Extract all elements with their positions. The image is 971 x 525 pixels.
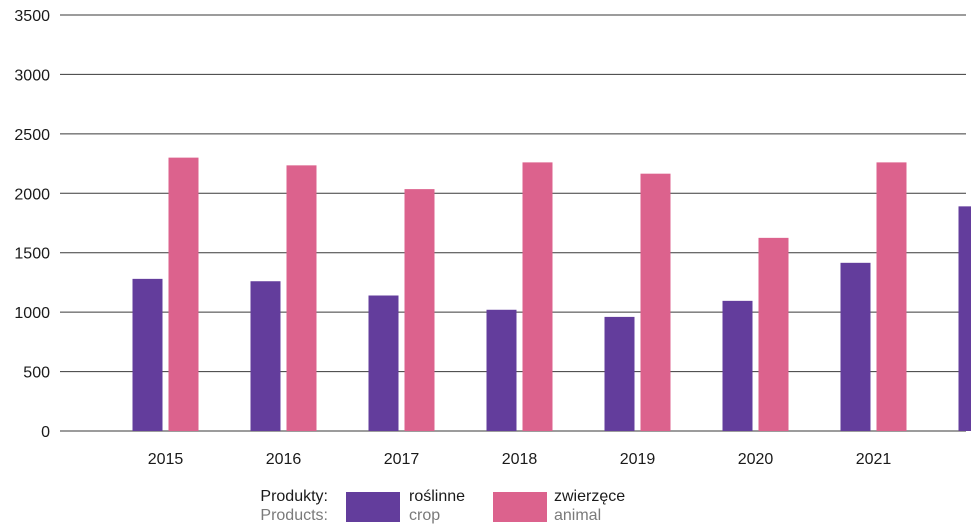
legend-title: Produkty: bbox=[260, 488, 328, 505]
bar-crop-2021 bbox=[840, 262, 871, 431]
legend-swatch-crop bbox=[346, 492, 400, 522]
bar-animal-2017 bbox=[404, 189, 435, 431]
x-tick-label: 2015 bbox=[148, 451, 184, 468]
x-tick-label: 2021 bbox=[856, 451, 892, 468]
legend: Produkty: Products: roślinne crop zwierz… bbox=[260, 488, 625, 524]
y-tick-label: 2000 bbox=[14, 186, 50, 203]
bar-animal-2021 bbox=[876, 162, 907, 431]
bar-crop-2022 bbox=[958, 206, 971, 431]
bar-crop-2017 bbox=[368, 295, 399, 431]
y-tick-label: 1500 bbox=[14, 246, 50, 263]
x-tick-label: 2018 bbox=[502, 451, 538, 468]
bar-animal-2020 bbox=[758, 237, 789, 431]
bars bbox=[132, 157, 971, 431]
legend-swatch-animal bbox=[493, 492, 547, 522]
legend-label-animal-en: animal bbox=[554, 507, 601, 524]
y-axis-ticks: 0 500 1000 1500 2000 2500 3000 3500 bbox=[14, 8, 50, 441]
x-tick-label: 2019 bbox=[620, 451, 656, 468]
bar-crop-2018 bbox=[486, 309, 517, 431]
bar-crop-2020 bbox=[722, 300, 753, 431]
y-tick-label: 1000 bbox=[14, 305, 50, 322]
x-tick-label: 2017 bbox=[384, 451, 420, 468]
bar-animal-2019 bbox=[640, 173, 671, 431]
bar-crop-2016 bbox=[250, 281, 281, 431]
legend-label-crop: roślinne bbox=[409, 488, 465, 505]
x-axis-ticks: 20152016201720182019202020212022 bbox=[148, 451, 892, 468]
bar-animal-2015 bbox=[168, 157, 199, 431]
bar-crop-2019 bbox=[604, 316, 635, 431]
bar-crop-2015 bbox=[132, 278, 163, 431]
legend-label-crop-en: crop bbox=[409, 507, 440, 524]
legend-label-animal: zwierzęce bbox=[554, 488, 625, 505]
x-tick-label: 2020 bbox=[738, 451, 774, 468]
y-tick-label: 3000 bbox=[14, 67, 50, 84]
bar-animal-2016 bbox=[286, 165, 317, 431]
y-tick-label: 2500 bbox=[14, 127, 50, 144]
legend-title-en: Products: bbox=[260, 507, 328, 524]
bar-animal-2018 bbox=[522, 162, 553, 431]
y-tick-label: 3500 bbox=[14, 8, 50, 25]
x-tick-label: 2016 bbox=[266, 451, 302, 468]
y-tick-label: 0 bbox=[41, 424, 50, 441]
y-tick-label: 500 bbox=[23, 365, 50, 382]
